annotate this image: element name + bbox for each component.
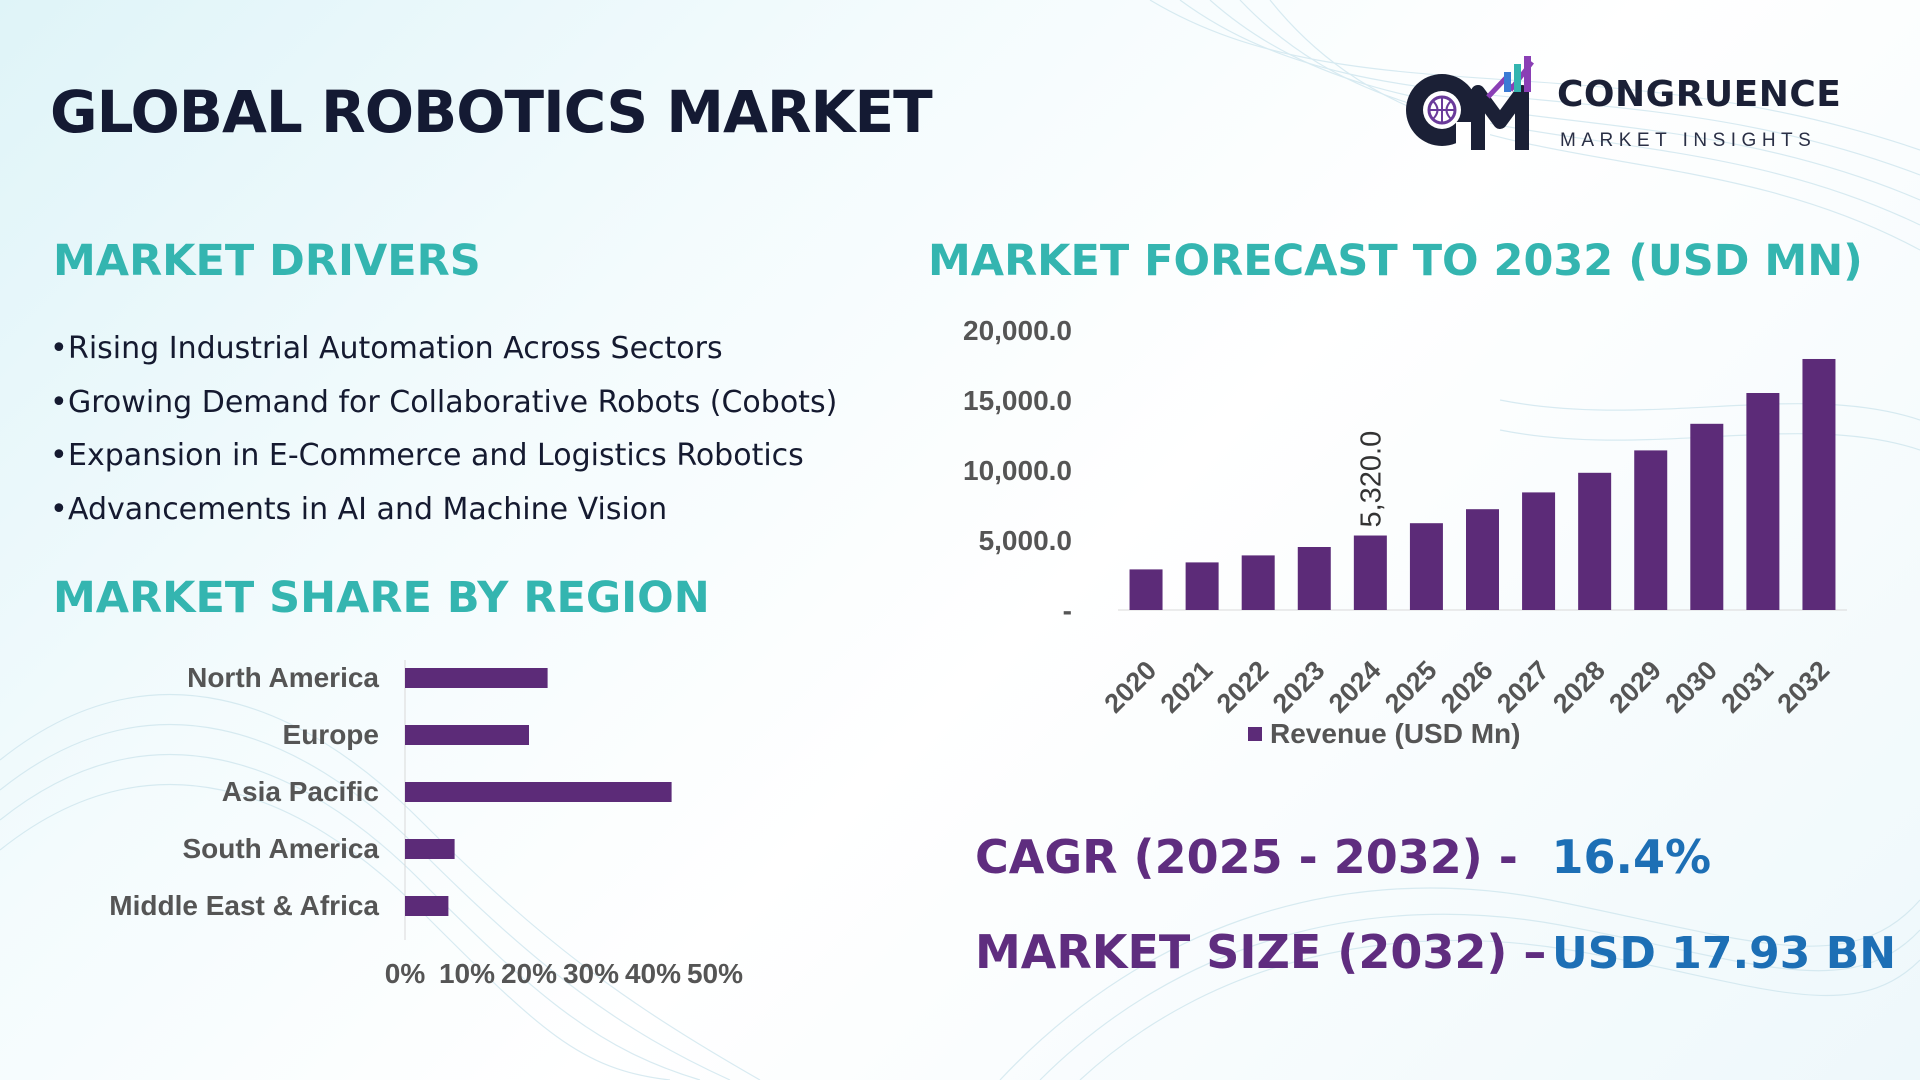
x-tick-label: 30% <box>563 958 619 989</box>
drivers-list: •Rising Industrial Automation Across Sec… <box>50 322 837 536</box>
x-tick-label: 2029 <box>1603 655 1667 719</box>
region-bar <box>405 782 672 802</box>
forecast-bar <box>1634 450 1668 610</box>
forecast-chart: - 5,000.0 10,000.0 15,000.0 20,000.0 20202021… <box>963 315 1847 749</box>
x-tick-label: 2020 <box>1099 655 1163 719</box>
market-size-value: USD 17.93 BN <box>1551 928 1897 979</box>
logo-emblem <box>1406 56 1534 150</box>
driver-text: Advancements in AI and Machine Vision <box>68 491 668 527</box>
forecast-bar <box>1297 547 1331 610</box>
category-label: Europe <box>283 719 379 750</box>
x-tick-label: 2024 <box>1323 655 1387 719</box>
driver-item: •Advancements in AI and Machine Vision <box>50 491 668 527</box>
y-tick-label: 10,000.0 <box>963 455 1072 486</box>
x-tick-label: 2021 <box>1155 655 1219 719</box>
forecast-bar <box>1353 535 1387 610</box>
forecast-bar <box>1185 562 1219 610</box>
forecast-bar <box>1241 555 1275 610</box>
region-bar <box>405 725 529 745</box>
driver-text: Expansion in E-Commerce and Logistics Ro… <box>68 438 804 473</box>
x-tick-label: 50% <box>687 958 743 989</box>
region-heading: MARKET SHARE BY REGION <box>53 573 710 623</box>
x-tick-label: 10% <box>439 958 495 989</box>
driver-item: •Expansion in E-Commerce and Logistics R… <box>50 438 804 473</box>
y-tick-label: 15,000.0 <box>963 385 1072 416</box>
cagr-value: 16.4% <box>1551 830 1712 884</box>
cagr-label: CAGR (2025 - 2032) - <box>975 830 1518 884</box>
data-label: 5,320.0 <box>1355 431 1387 528</box>
category-label: South America <box>182 833 379 864</box>
brand-logo: CONGRUENCE MARKET INSIGHTS <box>1400 52 1870 157</box>
category-label: Middle East & Africa <box>109 890 379 921</box>
y-tick-label: 5,000.0 <box>979 525 1072 556</box>
driver-item: •Rising Industrial Automation Across Sec… <box>50 331 723 366</box>
forecast-heading: MARKET FORECAST TO 2032 (USD MN) <box>928 236 1863 286</box>
forecast-bar <box>1746 393 1780 610</box>
x-tick-label: 40% <box>625 958 681 989</box>
market-size-row: MARKET SIZE (2032) – USD 17.93 BN <box>975 925 1896 979</box>
x-tick-label: 2025 <box>1379 655 1443 719</box>
cagr-row: CAGR (2025 - 2032) - 16.4% <box>975 830 1711 884</box>
market-size-label: MARKET SIZE (2032) – <box>975 925 1547 979</box>
region-share-chart: North America Europe Asia Pacific South Ame… <box>109 660 743 989</box>
y-tick-label: - <box>1063 595 1072 626</box>
forecast-bar <box>1690 423 1724 610</box>
x-tick-label: 2032 <box>1772 655 1836 719</box>
x-tick-label: 0% <box>385 958 426 989</box>
x-tick-label: 2030 <box>1659 655 1723 719</box>
region-bar <box>405 668 548 688</box>
forecast-bar <box>1466 509 1499 610</box>
x-tick-label: 2026 <box>1435 655 1499 719</box>
y-tick-label: 20,000.0 <box>963 315 1072 346</box>
logo-name: CONGRUENCE <box>1557 74 1842 115</box>
x-tick-label: 2027 <box>1491 655 1555 719</box>
forecast-bar <box>1578 472 1612 610</box>
legend-swatch <box>1248 727 1262 741</box>
x-tick-label: 2028 <box>1547 655 1611 719</box>
category-label: North America <box>187 662 379 693</box>
driver-text: Rising Industrial Automation Across Sect… <box>68 331 723 366</box>
logo-tagline: MARKET INSIGHTS <box>1560 130 1817 151</box>
legend-label: Revenue (USD Mn) <box>1270 718 1520 749</box>
driver-text: Growing Demand for Collaborative Robots … <box>68 384 838 420</box>
region-bar <box>405 896 449 916</box>
driver-item: •Growing Demand for Collaborative Robots… <box>50 384 838 420</box>
forecast-bar <box>1802 358 1836 610</box>
x-tick-label: 2022 <box>1211 655 1275 719</box>
forecast-bar <box>1129 569 1163 610</box>
category-label: Asia Pacific <box>222 776 379 807</box>
forecast-bar <box>1522 492 1556 610</box>
x-tick-label: 20% <box>501 958 557 989</box>
forecast-bar <box>1409 523 1443 610</box>
region-bar <box>405 839 455 859</box>
drivers-heading: MARKET DRIVERS <box>53 236 481 286</box>
page-title: GLOBAL ROBOTICS MARKET <box>50 78 933 146</box>
x-tick-label: 2023 <box>1267 655 1331 719</box>
x-tick-label: 2031 <box>1715 655 1779 719</box>
